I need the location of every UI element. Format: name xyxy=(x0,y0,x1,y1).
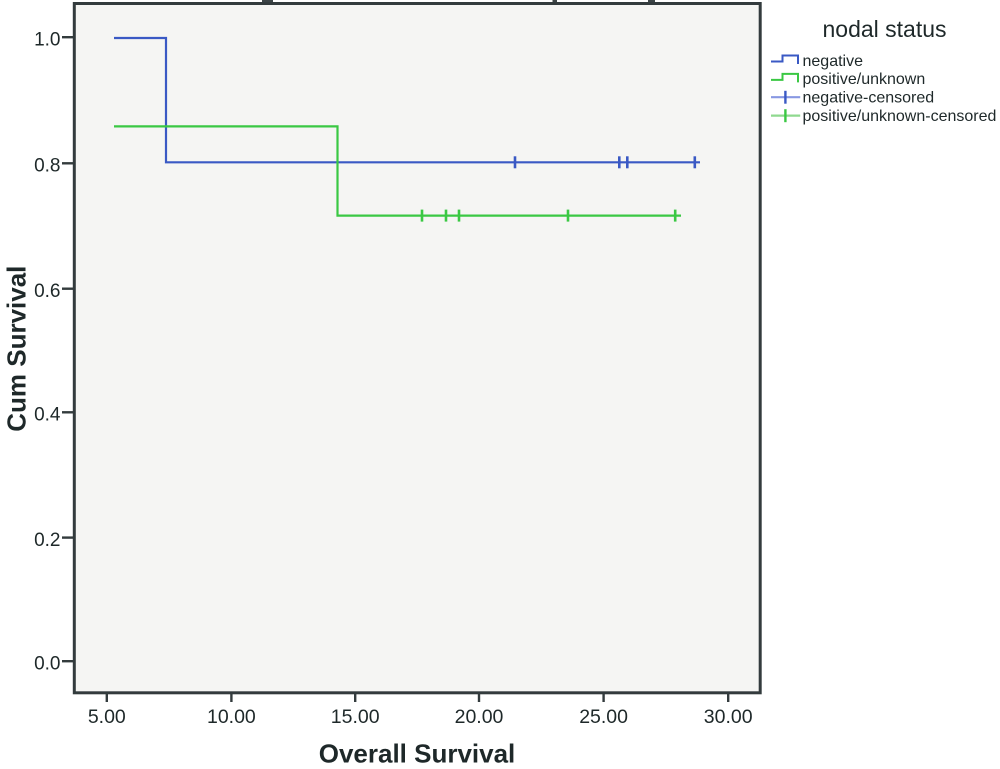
svg-text:Cum Survival: Cum Survival xyxy=(2,266,32,432)
svg-text:10.00: 10.00 xyxy=(207,706,256,728)
svg-text:negative-censored: negative-censored xyxy=(803,90,935,107)
svg-text:negative: negative xyxy=(803,53,864,70)
svg-text:nodal status: nodal status xyxy=(823,16,947,42)
svg-text:Overall Survival: Overall Survival xyxy=(319,739,516,769)
svg-text:0.2: 0.2 xyxy=(34,530,60,551)
svg-text:0.8: 0.8 xyxy=(34,156,60,177)
svg-text:positive/unknown-censored: positive/unknown-censored xyxy=(803,108,997,125)
svg-text:5.00: 5.00 xyxy=(88,706,126,728)
svg-text:positive/unknown: positive/unknown xyxy=(803,71,926,88)
svg-text:30.00: 30.00 xyxy=(704,706,753,728)
svg-text:15.00: 15.00 xyxy=(331,706,380,728)
svg-text:0.4: 0.4 xyxy=(34,405,61,426)
svg-text:20.00: 20.00 xyxy=(455,706,504,728)
svg-text:25.00: 25.00 xyxy=(579,706,628,728)
svg-text:0.0: 0.0 xyxy=(34,654,60,675)
svg-text:0.6: 0.6 xyxy=(34,281,60,302)
svg-text:1.0: 1.0 xyxy=(34,30,60,51)
